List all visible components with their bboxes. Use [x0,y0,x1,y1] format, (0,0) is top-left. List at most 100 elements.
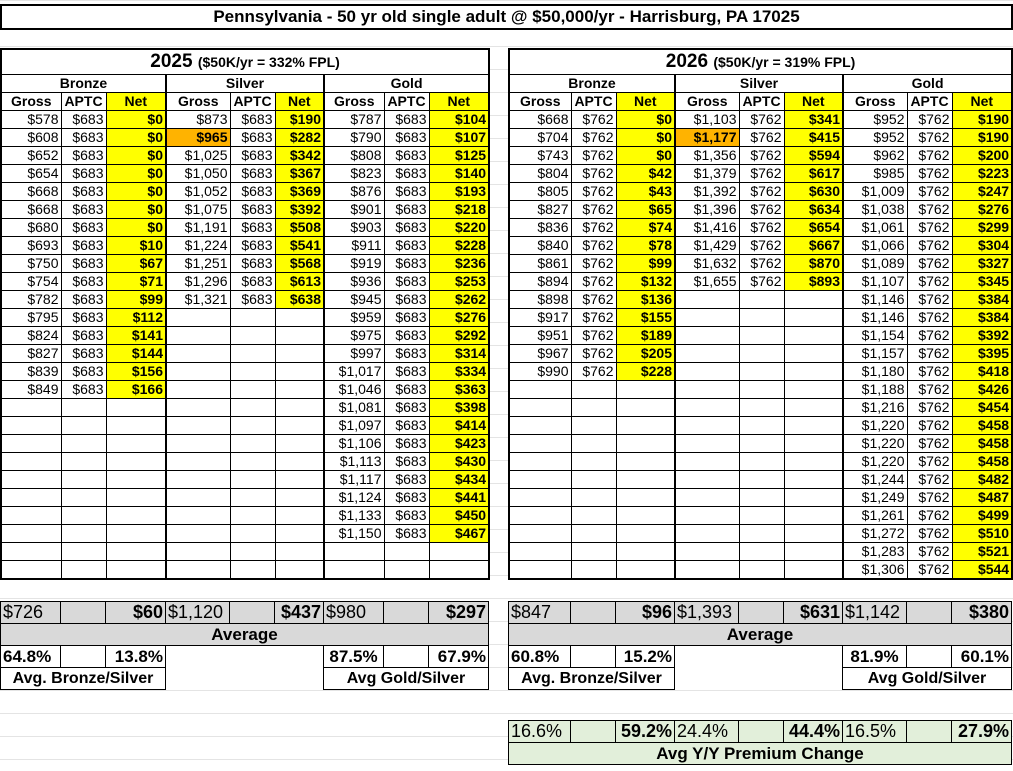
average-cell: $437 [274,601,324,624]
silver-gross-cell [674,380,740,399]
ratio-cell: 87.5% [323,645,384,668]
gold-net-cell: $430 [428,452,490,471]
spacer [675,668,843,690]
gold-net-cell: $314 [428,344,490,363]
ratio-cell [60,645,106,668]
silver-gross-cell [165,326,231,345]
silver-gross-cell: $1,379 [674,164,740,183]
bronze-gross-cell [508,398,572,417]
bronze-gross-cell: $894 [508,272,572,291]
gold-gross-cell: $1,306 [842,560,908,580]
rate-table-2025: 2025 ($50K/yr = 332% FPL) Bronze Silver Gol… [0,48,491,580]
table-row: $861 $762 $99 $1,632 $762 $870 $1,089 $762 $327 [508,254,1013,273]
silver-gross-cell [165,434,231,453]
gold-net-cell: $398 [428,398,490,417]
silver-aptc-cell: $683 [229,236,276,255]
bronze-net-cell: $112 [105,308,167,327]
gold-gross-cell: $1,157 [842,344,908,363]
gold-net-cell: $499 [951,506,1013,525]
yy-change-table: 16.6% 59.2% 24.4% 44.4% 16.5% 27.9% Avg Y/Y Pr… [508,720,1012,765]
average-cell [60,601,106,624]
fpl-label: ($50K/yr = 319% FPL) [713,54,856,70]
table-row: $804 $762 $42 $1,379 $762 $617 $985 $762 $223 [508,164,1013,183]
bronze-net-cell: $0 [105,128,167,147]
gold-gross-cell: $1,081 [323,398,385,417]
bronze-aptc-cell [570,524,617,543]
silver-gross-cell [165,560,231,580]
bronze-gross-cell [0,542,62,561]
bronze-aptc-cell [60,488,107,507]
column-header: Net [951,92,1013,111]
bronze-aptc-cell: $683 [60,128,107,147]
gold-net-cell: $426 [951,380,1013,399]
silver-aptc-cell: $683 [229,164,276,183]
gold-aptc-cell: $762 [906,164,953,183]
bronze-net-cell [105,416,167,435]
bronze-net-cell: $43 [615,182,676,201]
year-header: 2025 ($50K/yr = 332% FPL) [0,48,490,75]
average-cell [570,601,616,624]
gold-gross-cell: $787 [323,110,385,129]
table-row [0,542,490,561]
gold-aptc-cell: $762 [906,398,953,417]
table-row: $1,220 $762 $458 [508,434,1013,453]
bronze-gross-cell [0,416,62,435]
average-label: Average [0,623,489,646]
bronze-net-cell: $78 [615,236,676,255]
silver-gross-cell: $1,296 [165,272,231,291]
sheet-title: Pennsylvania - 50 yr old single adult @ … [0,4,1013,30]
gold-gross-cell: $945 [323,290,385,309]
bronze-net-cell: $42 [615,164,676,183]
gold-gross-cell: $790 [323,128,385,147]
average-cell: $1,393 [674,601,739,624]
gold-aptc-cell: $762 [906,452,953,471]
silver-net-cell: $638 [274,290,325,309]
silver-gross-cell [674,524,740,543]
gold-net-cell: $423 [428,434,490,453]
silver-gross-cell [674,452,740,471]
bronze-net-cell: $205 [615,344,676,363]
gold-net-cell: $544 [951,560,1013,580]
gold-aptc-cell: $683 [383,524,430,543]
bronze-net-cell: $99 [105,290,167,309]
silver-net-cell: $369 [274,182,325,201]
bronze-aptc-cell [570,488,617,507]
silver-gross-cell [674,326,740,345]
table-row: $668 $683 $0 $1,075 $683 $392 $901 $683 $218 [0,200,490,219]
silver-gross-cell [165,362,231,381]
silver-net-cell [274,434,325,453]
column-header: Gross [508,92,572,111]
bronze-net-cell: $166 [105,380,167,399]
silver-aptc-cell: $683 [229,218,276,237]
gold-gross-cell: $1,133 [323,506,385,525]
silver-aptc-cell [229,308,276,327]
gold-gross-cell: $1,216 [842,398,908,417]
tier-header-silver: Silver [165,74,325,93]
average-cell: $96 [615,601,675,624]
silver-gross-cell [674,560,740,580]
silver-gross-cell [674,470,740,489]
gold-gross-cell: $911 [323,236,385,255]
gold-aptc-cell: $683 [383,146,430,165]
table-row: $824 $683 $141 $975 $683 $292 [0,326,490,345]
gold-net-cell: $487 [951,488,1013,507]
bronze-net-cell [615,452,676,471]
silver-net-cell [783,488,844,507]
gold-net-cell: $458 [951,452,1013,471]
gold-gross-cell: $1,272 [842,524,908,543]
silver-gross-cell: $1,416 [674,218,740,237]
table-row: $782 $683 $99 $1,321 $683 $638 $945 $683 $262 [0,290,490,309]
table-row: $1,150 $683 $467 [0,524,490,543]
yy-change-cell: 27.9% [951,720,1012,743]
silver-aptc-cell [229,344,276,363]
silver-gross-cell: $873 [165,110,231,129]
table-row: $827 $762 $65 $1,396 $762 $634 $1,038 $762 $276 [508,200,1013,219]
table-row: $894 $762 $132 $1,655 $762 $893 $1,107 $762 $345 [508,272,1013,291]
gold-net-cell: $220 [428,218,490,237]
gold-gross-cell: $962 [842,146,908,165]
gold-aptc-cell: $683 [383,452,430,471]
bronze-gross-cell: $824 [0,326,62,345]
gold-net-cell: $190 [951,128,1013,147]
silver-net-cell: $342 [274,146,325,165]
gold-aptc-cell: $762 [906,290,953,309]
